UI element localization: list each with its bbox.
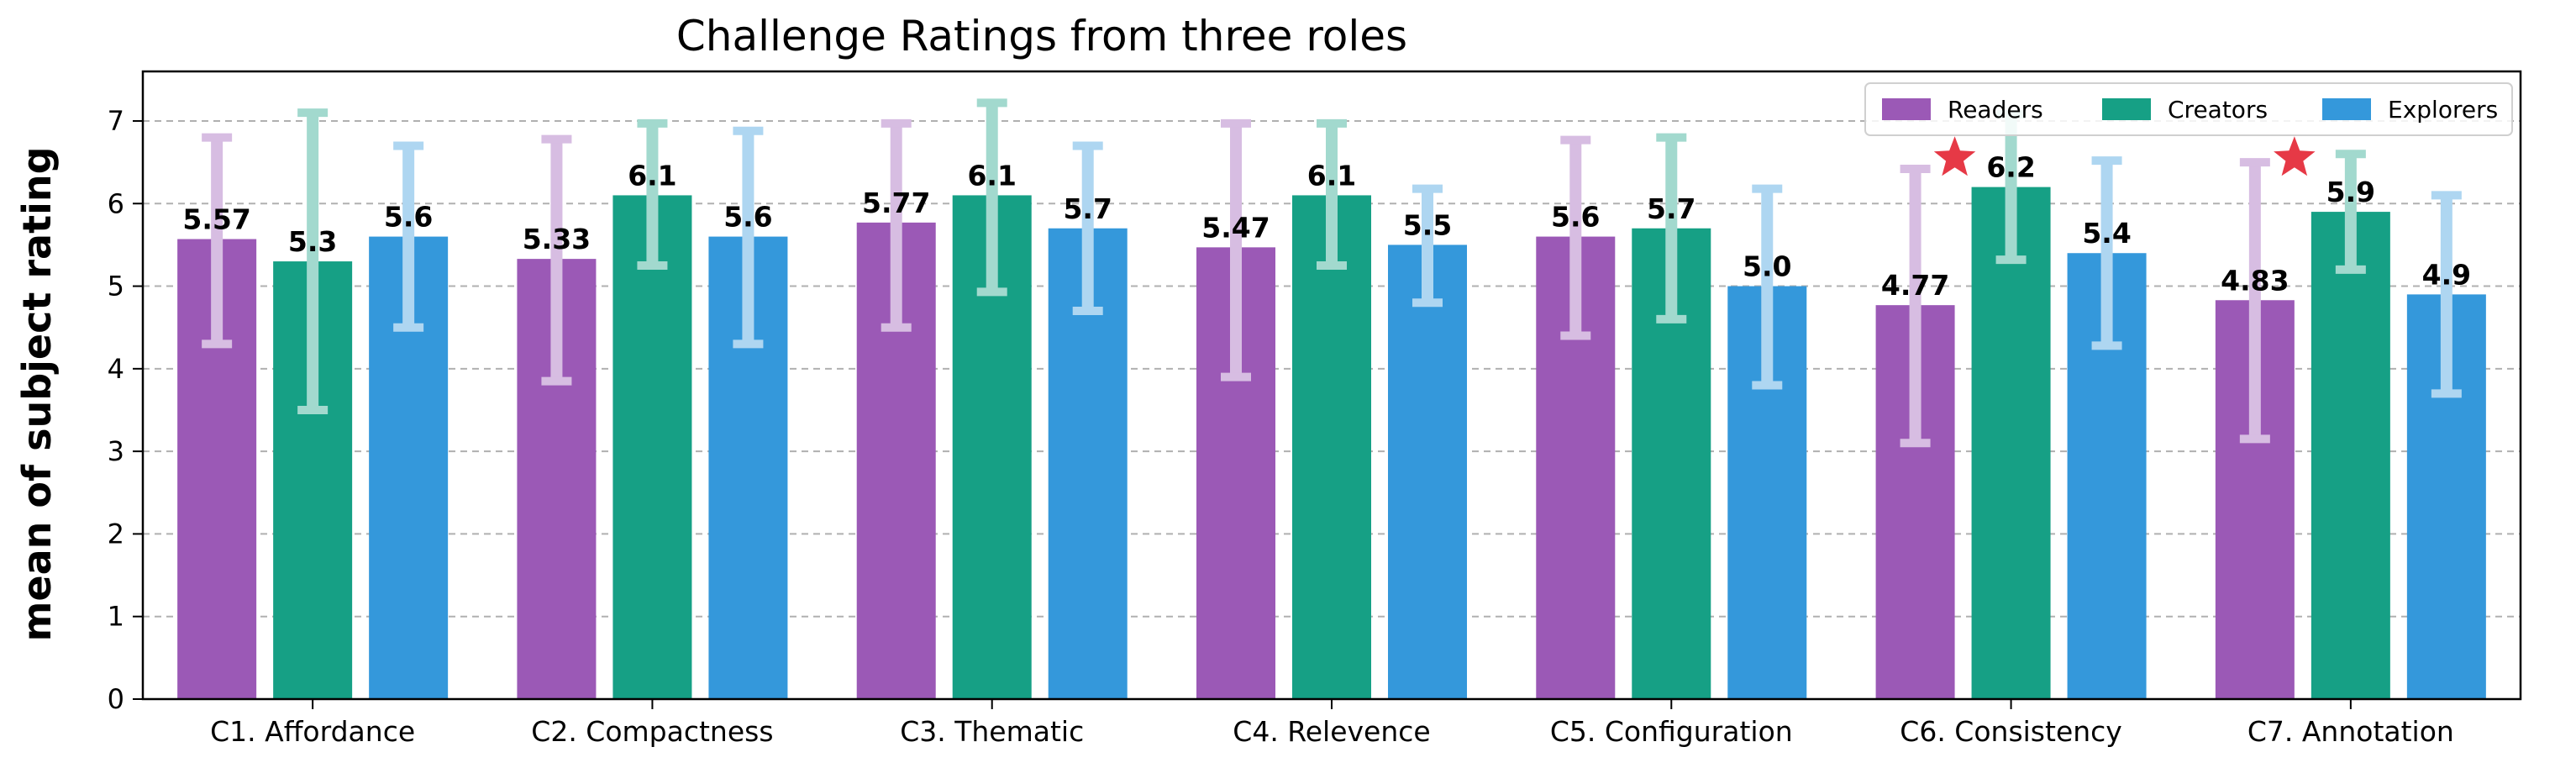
legend-swatch-readers [1882,98,1931,120]
legend-label-explorers: Explorers [2388,96,2498,124]
y-tick-label: 5 [108,271,124,302]
data-label: 5.9 [2326,176,2375,208]
star-icon [2274,136,2316,176]
data-label: 5.0 [1743,250,1791,283]
bar-creators [1292,195,1371,699]
data-label: 5.57 [182,203,250,236]
data-label: 4.77 [1881,269,1949,302]
data-label: 5.6 [1551,201,1600,234]
data-label: 6.1 [1307,159,1356,192]
data-label: 5.77 [862,187,930,219]
bar-creators [2311,212,2390,699]
x-tick-label: C4. Relevence [1233,715,1430,748]
bar-creators [1971,187,2051,699]
legend: Readers Creators Explorers [1864,82,2513,136]
data-label: 6.2 [1986,151,2035,184]
data-label: 4.9 [2422,258,2471,291]
plot-area: 0 1 2 3 4 5 6 7 5.57 5.3 5.6 C1. Affordance 5.33 6.1 5… [108,70,2522,748]
x-tick-label: C7. Annotation [2247,715,2454,748]
x-tick-label: C3. Thematic [900,715,1084,748]
data-label: 5.47 [1201,211,1270,244]
bar-creators [612,195,692,699]
data-label: 5.7 [1063,192,1112,225]
y-tick-label: 4 [108,353,124,385]
bar-explorers [1388,245,1467,699]
x-tick-label: C1. Affordance [210,715,415,748]
data-label: 5.6 [384,201,433,234]
plot-frame [141,70,2522,701]
data-label: 5.7 [1647,192,1695,225]
data-label: 5.33 [523,223,591,255]
chart-title: Challenge Ratings from three roles [676,12,1407,60]
data-label: 5.3 [288,225,337,258]
y-tick-label: 2 [108,518,124,550]
x-tick-label: C6. Consistency [1900,715,2122,748]
data-label: 4.83 [2221,264,2289,297]
data-label: 5.4 [2082,217,2131,250]
x-tick-label: C5. Configuration [1550,715,1793,748]
data-label: 5.5 [1403,208,1452,241]
legend-swatch-creators [2102,98,2151,120]
data-label: 6.1 [628,159,676,192]
y-tick-label: 1 [108,601,124,633]
legend-label-readers: Readers [1948,96,2043,124]
legend-swatch-explorers [2322,98,2371,120]
legend-box [1864,82,2513,136]
star-icon [1933,136,1976,176]
y-tick-label: 3 [108,435,124,467]
y-tick-label: 6 [108,187,124,219]
y-axis-label: mean of subject rating [14,146,60,641]
data-label: 5.6 [723,201,772,234]
y-tick-label: 0 [108,683,124,715]
legend-label-creators: Creators [2168,96,2268,124]
y-tick-label: 7 [108,105,124,137]
data-label: 6.1 [967,159,1016,192]
x-tick-label: C2. Compactness [531,715,773,748]
